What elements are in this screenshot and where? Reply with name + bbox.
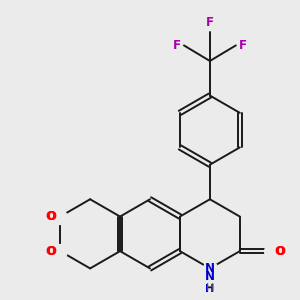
Text: F: F xyxy=(239,39,247,52)
Text: N: N xyxy=(205,270,215,283)
Text: O: O xyxy=(46,210,56,223)
Text: F: F xyxy=(173,39,181,52)
Text: O: O xyxy=(47,244,57,258)
Text: H: H xyxy=(205,284,214,294)
Text: O: O xyxy=(46,244,56,258)
Text: O: O xyxy=(47,210,57,223)
Text: N: N xyxy=(205,262,215,275)
Text: O: O xyxy=(275,244,285,258)
Text: H: H xyxy=(206,284,214,293)
Text: F: F xyxy=(206,16,214,29)
Text: O: O xyxy=(274,244,284,258)
